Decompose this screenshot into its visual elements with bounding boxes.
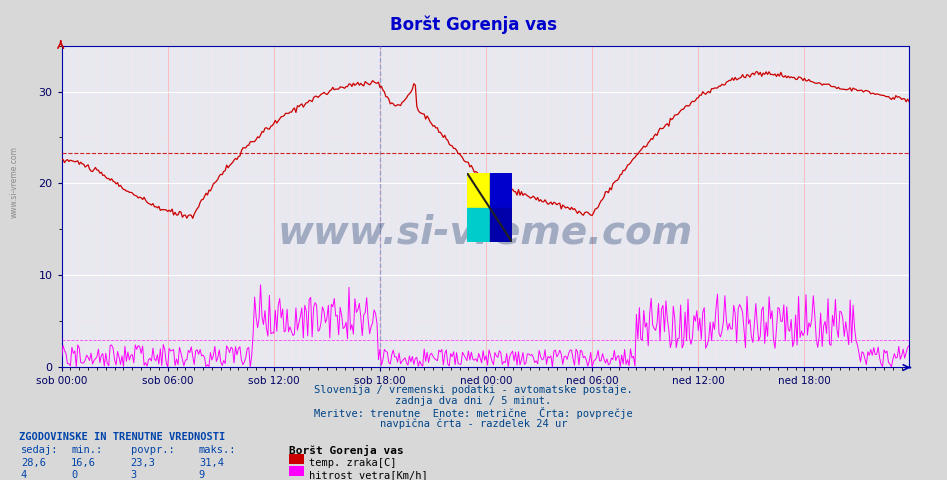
Text: www.si-vreme.com: www.si-vreme.com	[277, 213, 693, 251]
Text: povpr.:: povpr.:	[131, 445, 174, 456]
Text: 3: 3	[131, 470, 137, 480]
Text: 0: 0	[71, 470, 78, 480]
Text: 23,3: 23,3	[131, 458, 155, 468]
Text: Meritve: trenutne  Enote: metrične  Črta: povprečje: Meritve: trenutne Enote: metrične Črta: …	[314, 407, 633, 419]
Bar	[467, 208, 490, 242]
Text: 16,6: 16,6	[71, 458, 96, 468]
Text: Slovenija / vremenski podatki - avtomatske postaje.: Slovenija / vremenski podatki - avtomats…	[314, 385, 633, 395]
Bar	[490, 173, 512, 208]
Text: navpična črta - razdelek 24 ur: navpična črta - razdelek 24 ur	[380, 418, 567, 429]
Text: Boršt Gorenja vas: Boršt Gorenja vas	[390, 15, 557, 34]
Text: 9: 9	[199, 470, 205, 480]
Text: sedaj:: sedaj:	[21, 445, 59, 456]
Bar	[467, 173, 490, 208]
Text: temp. zraka[C]: temp. zraka[C]	[309, 458, 396, 468]
Text: 28,6: 28,6	[21, 458, 45, 468]
Text: www.si-vreme.com: www.si-vreme.com	[9, 146, 19, 218]
Text: zadnja dva dni / 5 minut.: zadnja dva dni / 5 minut.	[396, 396, 551, 406]
Text: hitrost vetra[Km/h]: hitrost vetra[Km/h]	[309, 470, 427, 480]
Text: maks.:: maks.:	[199, 445, 237, 456]
Text: 31,4: 31,4	[199, 458, 223, 468]
Text: ZGODOVINSKE IN TRENUTNE VREDNOSTI: ZGODOVINSKE IN TRENUTNE VREDNOSTI	[19, 432, 225, 442]
Text: min.:: min.:	[71, 445, 102, 456]
Text: Boršt Gorenja vas: Boršt Gorenja vas	[289, 445, 403, 456]
Bar	[490, 208, 512, 242]
Text: 4: 4	[21, 470, 27, 480]
